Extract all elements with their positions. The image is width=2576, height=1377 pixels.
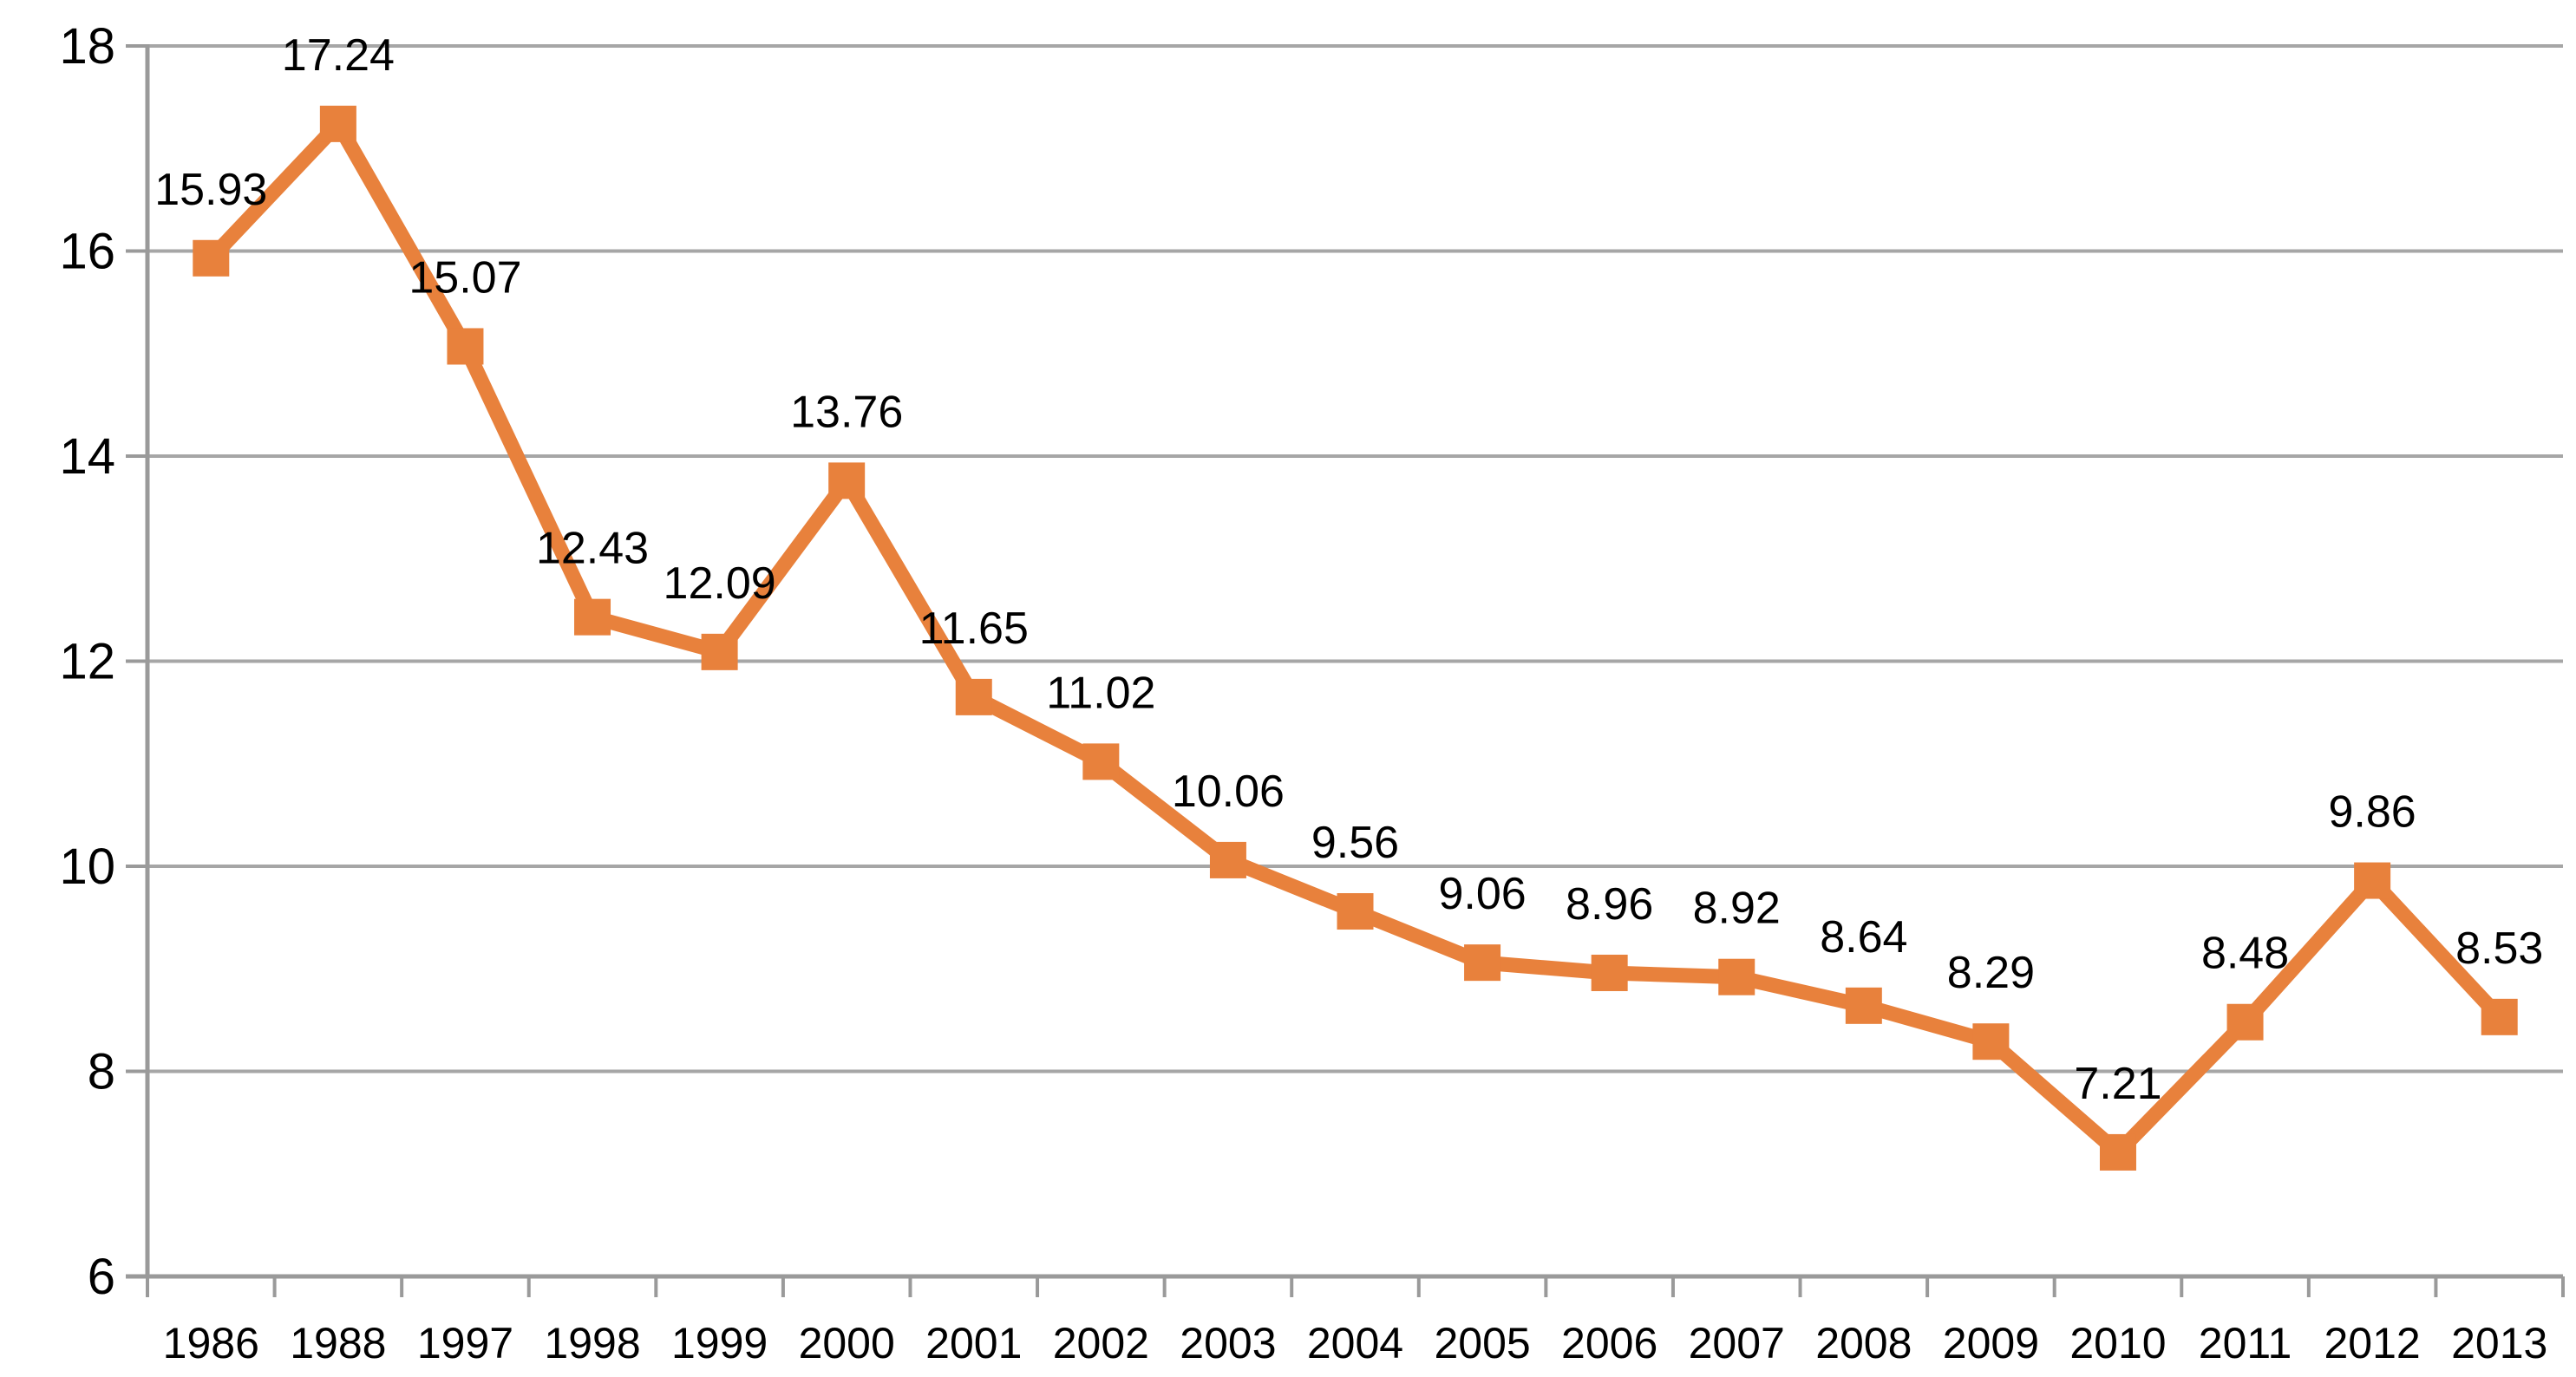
data-point-marker (1718, 958, 1755, 995)
y-tick-label: 10 (59, 839, 115, 895)
data-point-marker (1845, 987, 1882, 1024)
x-tick-label: 2012 (2324, 1319, 2421, 1367)
x-tick-label: 1999 (671, 1319, 768, 1367)
data-point-marker (701, 633, 738, 670)
x-tick-label: 2001 (925, 1319, 1022, 1367)
data-point-marker (319, 105, 356, 142)
series-line (203, 116, 2507, 1160)
data-point-marker (2099, 1133, 2136, 1171)
data-label: 9.56 (1311, 818, 1399, 868)
data-point-marker (1591, 954, 1628, 991)
data-point-marker (193, 239, 230, 277)
data-point-marker (1337, 893, 1374, 930)
data-point-marker (1082, 743, 1120, 780)
x-tick-label: 2009 (1943, 1319, 2039, 1367)
x-tick-label: 2010 (2069, 1319, 2166, 1367)
x-tick-label: 2002 (1053, 1319, 1149, 1367)
x-tick-label: 2013 (2451, 1319, 2547, 1367)
data-label: 15.93 (154, 165, 267, 215)
x-tick-label: 1988 (290, 1319, 386, 1367)
x-tick-label: 1997 (417, 1319, 513, 1367)
data-label: 8.29 (1947, 948, 2035, 998)
x-tick-label: 2006 (1561, 1319, 1657, 1367)
y-tick-label: 8 (88, 1044, 115, 1100)
x-tick-label: 2004 (1307, 1319, 1403, 1367)
data-point-marker (2481, 998, 2518, 1035)
data-label: 15.07 (409, 252, 521, 303)
x-tick-label: 2003 (1180, 1319, 1276, 1367)
data-label: 10.06 (1172, 767, 1285, 817)
data-label: 8.96 (1566, 879, 1653, 930)
data-label: 9.86 (2329, 787, 2416, 838)
y-tick-label: 16 (59, 224, 115, 280)
x-tick-label: 1998 (544, 1319, 640, 1367)
data-label: 8.48 (2201, 929, 2289, 979)
data-point-marker (1972, 1023, 2010, 1060)
data-point-marker (1464, 944, 1501, 982)
data-label: 13.76 (790, 387, 903, 437)
data-point-marker (447, 328, 484, 365)
data-point-marker (955, 678, 992, 715)
x-tick-label: 2008 (1815, 1319, 1912, 1367)
x-tick-label: 2005 (1434, 1319, 1530, 1367)
data-label: 11.02 (1046, 668, 1155, 718)
data-point-marker (2354, 862, 2391, 899)
y-tick-label: 6 (88, 1249, 115, 1305)
x-tick-label: 2007 (1689, 1319, 1785, 1367)
y-tick-label: 12 (59, 634, 115, 690)
data-label: 17.24 (282, 30, 395, 81)
y-tick-label: 14 (59, 428, 115, 485)
data-label: 12.09 (664, 558, 776, 609)
data-point-marker (2226, 1003, 2264, 1041)
data-label: 8.53 (2455, 923, 2543, 974)
y-tick-label: 18 (59, 18, 115, 75)
data-label: 9.06 (1438, 869, 1526, 919)
data-point-marker (828, 462, 866, 499)
data-point-marker (574, 598, 611, 636)
data-label: 11.65 (919, 604, 1029, 654)
x-tick-label: 1986 (163, 1319, 259, 1367)
data-label: 8.92 (1693, 884, 1781, 934)
x-tick-label: 2000 (799, 1319, 895, 1367)
x-tick-label: 2011 (2199, 1319, 2292, 1367)
data-label: 12.43 (536, 524, 649, 574)
data-label: 8.64 (1820, 912, 1907, 963)
data-point-marker (1209, 841, 1246, 878)
data-label: 7.21 (2074, 1059, 2161, 1109)
